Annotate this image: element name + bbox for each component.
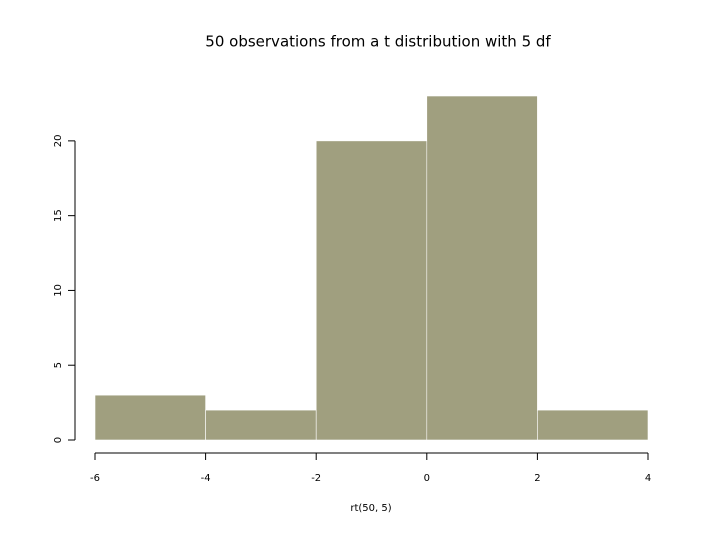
x-tick-label: -2 <box>311 473 321 484</box>
x-tick-label: -4 <box>201 473 211 484</box>
y-tick-label: 15 <box>53 209 64 222</box>
bar <box>205 409 317 441</box>
x-axis-label: rt(50, 5) <box>350 503 391 514</box>
y-tick-label: 0 <box>53 437 64 443</box>
chart-title: 50 observations from a t distribution wi… <box>205 33 551 51</box>
x-tick-label: 4 <box>645 473 651 484</box>
x-tick-label: -6 <box>90 473 100 484</box>
bar <box>94 394 206 441</box>
bar <box>537 409 649 441</box>
x-tick-label: 0 <box>424 473 430 484</box>
y-tick-label: 20 <box>53 135 64 148</box>
y-tick-label: 10 <box>53 284 64 297</box>
y-tick-label: 5 <box>53 362 64 368</box>
bar <box>426 95 538 441</box>
bar <box>315 140 428 441</box>
x-tick-label: 2 <box>534 473 540 484</box>
